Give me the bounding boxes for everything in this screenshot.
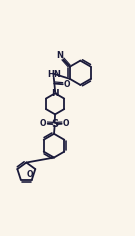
Text: O: O (63, 80, 70, 89)
Text: HN: HN (47, 70, 61, 80)
Text: S: S (51, 119, 58, 129)
Text: O: O (63, 119, 70, 128)
Text: O: O (40, 119, 46, 128)
Text: O: O (27, 170, 33, 179)
Text: N: N (56, 51, 63, 60)
Text: N: N (51, 89, 59, 98)
